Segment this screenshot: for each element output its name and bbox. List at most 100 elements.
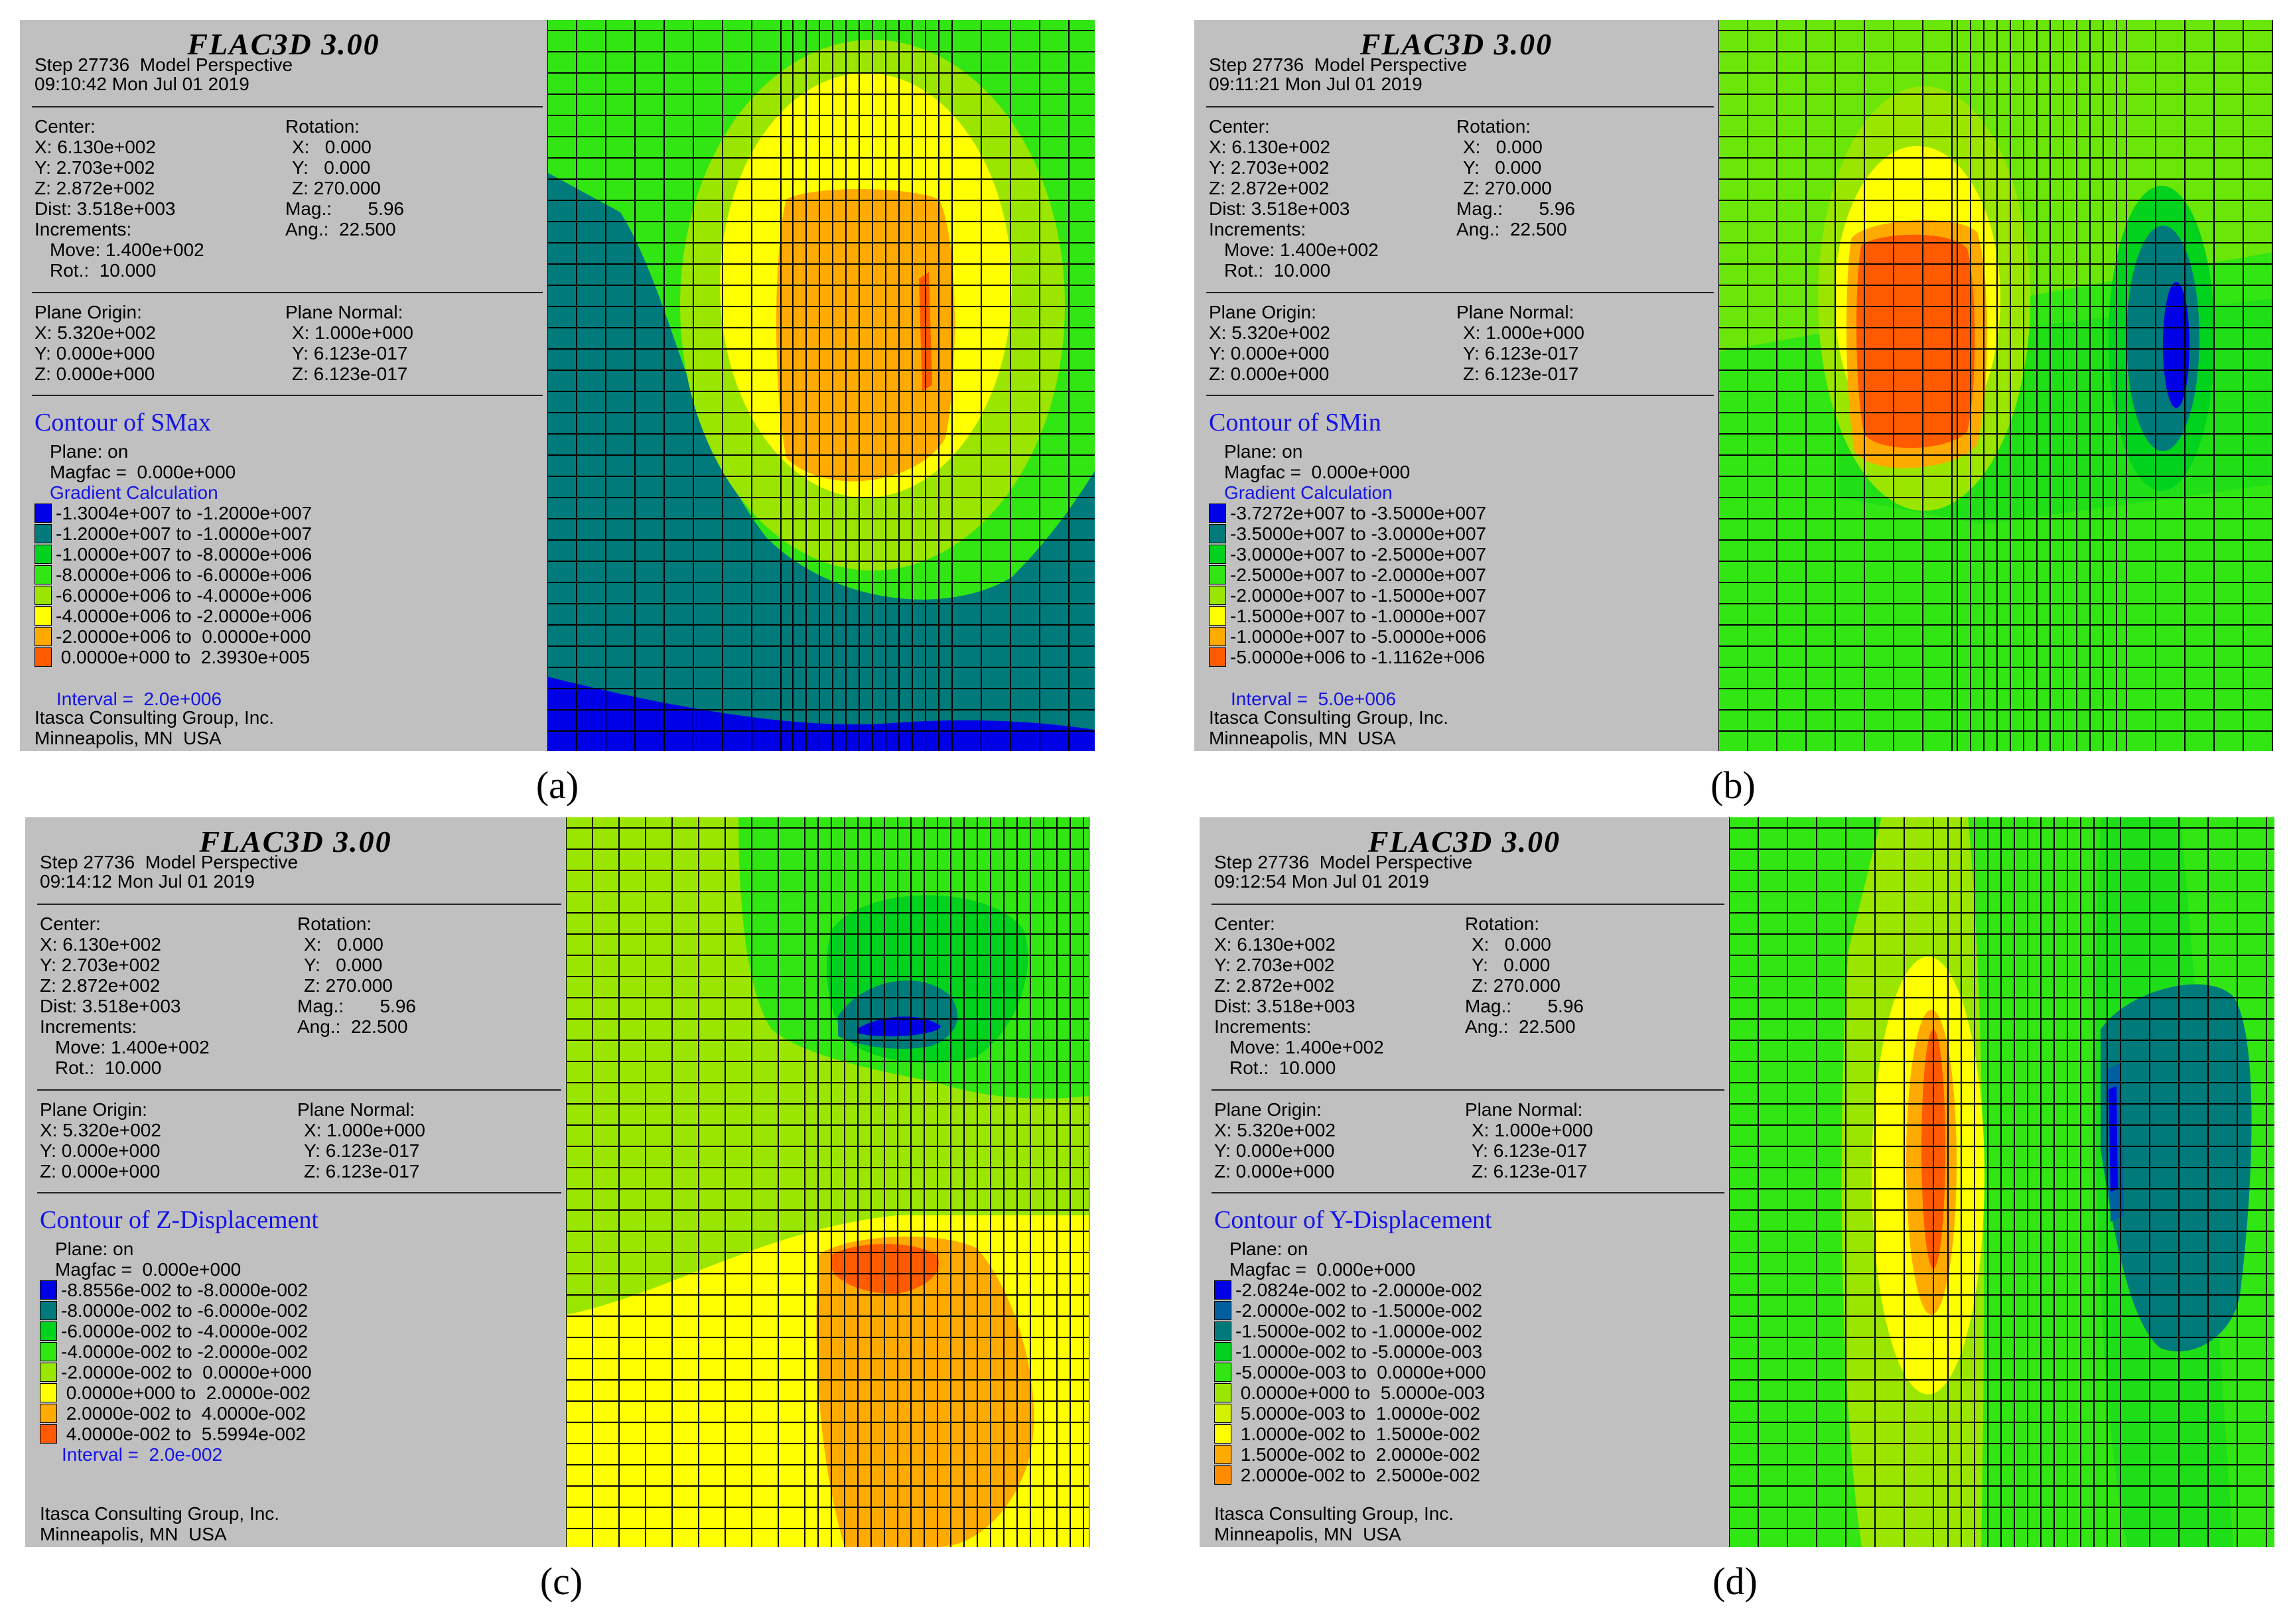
po-x: X: 5.320e+002: [35, 322, 156, 343]
contour-plot-d: [1729, 817, 2274, 1547]
legend-label: -1.2000e+007 to -1.0000e+007: [56, 523, 313, 544]
legend-label: -3.0000e+007 to -2.5000e+007: [1230, 543, 1487, 565]
mag: Mag.: 5.96: [285, 198, 404, 219]
info-pane-c: FLAC3D 3.00 Step 27736 Model Perspective…: [25, 817, 566, 1547]
legend-swatch: [40, 1383, 57, 1402]
rotation-label: Rotation:: [285, 116, 360, 137]
panel-a: FLAC3D 3.00 Step 27736 Model Perspective…: [20, 20, 1095, 751]
magfac: Magfac = 0.000e+000: [1224, 462, 1411, 482]
contour-region: [776, 189, 955, 482]
plane-on: Plane: on: [55, 1239, 134, 1259]
pn-y: Y: 6.123e-017: [1463, 343, 1579, 364]
legend-label: -8.0000e+006 to -6.0000e+006: [56, 564, 313, 585]
location: Minneapolis, MN USA: [1209, 728, 1396, 748]
mesh-grid: [1718, 20, 2273, 751]
legend-label: -5.0000e-003 to 0.0000e+000: [1235, 1361, 1486, 1383]
legend-swatch: [35, 606, 52, 626]
legend-label: -8.8556e-002 to -8.0000e-002: [61, 1279, 309, 1300]
contour-region: [1856, 234, 1975, 448]
mesh-grid: [566, 817, 1089, 1547]
ang: Ang.: 22.500: [297, 1016, 408, 1037]
rot-z: Z: 270.000: [1472, 975, 1561, 996]
ang: Ang.: 22.500: [1465, 1016, 1576, 1037]
po-y: Y: 0.000e+000: [1209, 343, 1330, 364]
legend-swatch: [1209, 586, 1226, 605]
legend-label: -4.0000e-002 to -2.0000e-002: [61, 1341, 309, 1362]
location: Minneapolis, MN USA: [1214, 1524, 1401, 1544]
legend-label: -3.7272e+007 to -3.5000e+007: [1230, 502, 1487, 523]
legend-swatch: [1214, 1301, 1231, 1320]
center-x: X: 6.130e+002: [1209, 137, 1330, 157]
legend-swatch: [35, 586, 52, 605]
contour-title: Contour of Z-Displacement: [40, 1206, 319, 1234]
plane-origin-label: Plane Origin:: [1209, 302, 1316, 322]
rot-x: X: 0.000: [304, 934, 383, 955]
plane-on: Plane: on: [1224, 441, 1303, 462]
rotation-label: Rotation:: [297, 914, 372, 934]
info-pane-a: FLAC3D 3.00 Step 27736 Model Perspective…: [20, 20, 547, 751]
contour-region: [2109, 1086, 2118, 1192]
contour-title: Contour of SMin: [1209, 409, 1381, 437]
center-z: Z: 2.872e+002: [35, 178, 155, 198]
panel-c: FLAC3D 3.00 Step 27736 Model Perspective…: [25, 817, 1089, 1547]
legend-swatch: [1209, 524, 1226, 543]
interval: Interval = 2.0e-002: [62, 1444, 223, 1465]
increments: Increments:: [40, 1016, 137, 1037]
contour-title: Contour of Y-Displacement: [1214, 1206, 1492, 1234]
caption-d: (d): [1712, 1560, 1758, 1603]
caption-b: (b): [1710, 764, 1756, 807]
plane-origin-label: Plane Origin:: [40, 1099, 147, 1120]
legend-label: -6.0000e+006 to -4.0000e+006: [56, 584, 313, 606]
contour-region: [547, 677, 1095, 751]
pn-z: Z: 6.123e-017: [1463, 364, 1579, 384]
po-y: Y: 0.000e+000: [35, 343, 155, 364]
legend-label: -2.0000e+007 to -1.5000e+007: [1230, 584, 1487, 606]
center-label: Center:: [1214, 914, 1275, 934]
rotation-label: Rotation:: [1465, 914, 1540, 934]
interval: Interval = 5.0e+006: [1231, 689, 1397, 709]
legend-label: -2.0000e+006 to 0.0000e+000: [56, 626, 311, 647]
rot: Rot.: 10.000: [50, 260, 157, 281]
legend-label: -2.0000e-002 to 0.0000e+000: [61, 1361, 312, 1383]
mag: Mag.: 5.96: [1456, 198, 1575, 219]
pn-y: Y: 6.123e-017: [1472, 1140, 1588, 1161]
app-title: FLAC3D 3.00: [1367, 825, 1561, 858]
timestamp: 09:12:54 Mon Jul 01 2019: [1214, 871, 1429, 892]
company: Itasca Consulting Group, Inc.: [40, 1503, 280, 1524]
rot-z: Z: 270.000: [292, 178, 381, 198]
move: Move: 1.400e+002: [50, 239, 204, 260]
legend-label: -4.0000e+006 to -2.0000e+006: [56, 605, 313, 626]
legend-swatch: [1214, 1424, 1231, 1444]
company: Itasca Consulting Group, Inc.: [1214, 1503, 1454, 1524]
move: Move: 1.400e+002: [1224, 239, 1379, 260]
legend-label: -1.3004e+007 to -1.2000e+007: [56, 502, 313, 523]
po-y: Y: 0.000e+000: [1214, 1140, 1335, 1161]
legend-swatch: [1209, 606, 1226, 626]
location: Minneapolis, MN USA: [35, 728, 222, 748]
legend-swatch: [1214, 1321, 1231, 1341]
legend-swatch: [35, 565, 52, 584]
legend-swatch: [1214, 1465, 1231, 1485]
legend-label: 2.0000e-002 to 4.0000e-002: [61, 1402, 306, 1424]
legend-swatch: [40, 1424, 57, 1444]
legend-label: -1.0000e-002 to -5.0000e-003: [1235, 1341, 1483, 1362]
increments: Increments:: [1214, 1016, 1312, 1037]
legend-swatch: [35, 647, 52, 667]
legend-label: -5.0000e+006 to -1.1162e+006: [1230, 646, 1486, 667]
contour-plot-a: [547, 20, 1095, 751]
center-y: Y: 2.703e+002: [40, 955, 161, 975]
legend-label: 2.0000e-002 to 2.5000e-002: [1235, 1464, 1480, 1485]
step-line: Step 27736 Model Perspective: [40, 852, 299, 872]
company: Itasca Consulting Group, Inc.: [35, 707, 275, 728]
increments: Increments:: [35, 219, 132, 239]
mag: Mag.: 5.96: [297, 996, 416, 1016]
contour-region: [547, 172, 1095, 751]
plane-on: Plane: on: [1229, 1239, 1308, 1259]
caption-c: (c): [539, 1560, 583, 1603]
dist: Dist: 3.518e+003: [40, 996, 181, 1016]
ang: Ang.: 22.500: [1456, 219, 1567, 239]
caption-a: (a): [535, 764, 579, 807]
contour-title: Contour of SMax: [35, 409, 211, 437]
plane-normal-label: Plane Normal:: [285, 302, 403, 322]
legend-swatch: [40, 1404, 57, 1423]
